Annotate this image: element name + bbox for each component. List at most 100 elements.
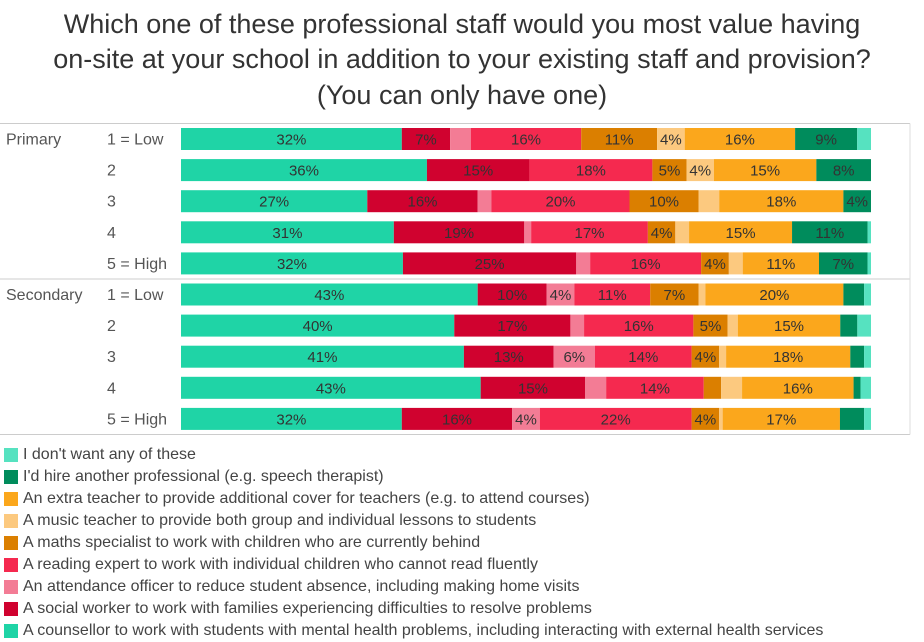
bar-segment bbox=[698, 190, 720, 213]
row-label: 5 = High bbox=[107, 256, 167, 273]
data-label: 40% bbox=[303, 318, 333, 335]
legend-item: I'd hire another professional (e.g. spee… bbox=[4, 466, 920, 488]
bar-segment bbox=[181, 221, 394, 244]
row-label: 4 bbox=[107, 225, 116, 242]
legend-swatch bbox=[4, 492, 18, 506]
bar-segment bbox=[657, 128, 685, 150]
legend-item: An attendance officer to reduce student … bbox=[4, 576, 920, 598]
bar-segment bbox=[843, 190, 871, 213]
data-label: 32% bbox=[277, 256, 307, 273]
bar-segment bbox=[713, 159, 817, 182]
data-label: 15% bbox=[726, 225, 756, 242]
bar-segment bbox=[181, 190, 368, 213]
row-label: 1 = Low bbox=[107, 132, 164, 149]
bar-segment bbox=[843, 283, 865, 306]
bar-segment bbox=[181, 376, 481, 399]
bar-segment bbox=[650, 283, 699, 306]
bar-segment bbox=[401, 128, 451, 150]
bar-segment bbox=[818, 252, 868, 275]
data-label: 18% bbox=[766, 194, 796, 211]
bar-segment bbox=[864, 345, 871, 368]
bar-segment bbox=[590, 252, 702, 275]
data-label: 5% bbox=[659, 163, 681, 180]
data-label: 31% bbox=[272, 225, 302, 242]
bar-segment bbox=[689, 221, 793, 244]
bar-segment bbox=[546, 283, 575, 306]
data-label: 6% bbox=[563, 349, 585, 366]
data-label: 25% bbox=[475, 256, 505, 273]
data-label: 4% bbox=[515, 411, 537, 428]
bar-segment bbox=[840, 314, 858, 337]
legend-swatch bbox=[4, 624, 18, 638]
data-label: 4% bbox=[689, 163, 711, 180]
data-label: 22% bbox=[601, 411, 631, 428]
bar-segment bbox=[675, 221, 690, 244]
legend-label: A music teacher to provide both group an… bbox=[23, 512, 537, 529]
bars: 32% 7% 16% 11% 4% 16% 9%36% 15% 18% 5% 4% 15% 8%27% 1… bbox=[181, 128, 871, 430]
bar-segment bbox=[727, 314, 738, 337]
bar-segment bbox=[553, 345, 595, 368]
data-label: 9% bbox=[815, 132, 837, 149]
data-label: 41% bbox=[307, 349, 337, 366]
row-label: 1 = Low bbox=[107, 287, 164, 304]
bar-segment bbox=[691, 407, 720, 430]
legend-swatch bbox=[4, 448, 18, 462]
bar-segment bbox=[529, 159, 653, 182]
data-label: 7% bbox=[415, 132, 437, 149]
data-label: 43% bbox=[316, 380, 346, 397]
bar-segment bbox=[867, 221, 871, 244]
bar-segment bbox=[584, 314, 694, 337]
data-label: 8% bbox=[833, 163, 855, 180]
data-label: 19% bbox=[444, 225, 474, 242]
bar-segment bbox=[470, 128, 582, 150]
data-label: 4% bbox=[846, 194, 868, 211]
bar-segment bbox=[698, 283, 706, 306]
legend-label: An attendance officer to reduce student … bbox=[23, 578, 580, 595]
legend-item: An extra teacher to provide additional c… bbox=[4, 488, 920, 510]
legend-label: An extra teacher to provide additional c… bbox=[23, 490, 590, 507]
bar-segment bbox=[703, 376, 722, 399]
data-label: 11% bbox=[598, 287, 627, 304]
bar-segment bbox=[181, 314, 455, 337]
bar-segment bbox=[795, 128, 858, 150]
row-label: 2 bbox=[107, 318, 116, 335]
legend-item: A reading expert to work with individual… bbox=[4, 554, 920, 576]
bar-segment bbox=[647, 221, 676, 244]
data-label: 16% bbox=[511, 132, 541, 149]
bar-segment bbox=[860, 376, 871, 399]
bar-segment bbox=[737, 314, 841, 337]
bar-segment bbox=[585, 376, 607, 399]
data-label: 16% bbox=[631, 256, 661, 273]
bar-segment bbox=[728, 252, 743, 275]
legend-item: A music teacher to provide both group an… bbox=[4, 510, 920, 532]
bar-segment bbox=[721, 376, 743, 399]
data-label: 15% bbox=[774, 318, 804, 335]
bar-segment bbox=[719, 345, 727, 368]
bar-segment bbox=[454, 314, 571, 337]
bar-segment bbox=[864, 407, 871, 430]
bar-segment bbox=[512, 407, 540, 430]
bar-segment bbox=[574, 283, 651, 306]
bar-segment bbox=[450, 128, 471, 150]
legend-label: A social worker to work with families ex… bbox=[23, 600, 592, 617]
data-label: 17% bbox=[497, 318, 527, 335]
legend-swatch bbox=[4, 558, 18, 572]
bar-segment bbox=[719, 190, 844, 213]
legend-item: A counsellor to work with students with … bbox=[4, 620, 920, 642]
chart-title-line: on-site at your school in addition to yo… bbox=[53, 44, 870, 74]
bar-segment bbox=[816, 159, 871, 182]
data-label: 7% bbox=[832, 256, 854, 273]
bar-segment bbox=[684, 128, 796, 150]
bar-segment bbox=[691, 345, 720, 368]
bar-segment bbox=[181, 407, 402, 430]
bar-segment bbox=[181, 252, 403, 275]
data-label: 32% bbox=[276, 411, 306, 428]
bar-segment bbox=[719, 407, 723, 430]
data-label: 4% bbox=[550, 287, 572, 304]
bar-segment bbox=[426, 159, 530, 182]
bar-segment bbox=[606, 376, 704, 399]
bar-segment bbox=[401, 407, 513, 430]
data-label: 20% bbox=[545, 194, 575, 211]
bar-segment bbox=[652, 159, 687, 182]
data-label: 7% bbox=[664, 287, 686, 304]
